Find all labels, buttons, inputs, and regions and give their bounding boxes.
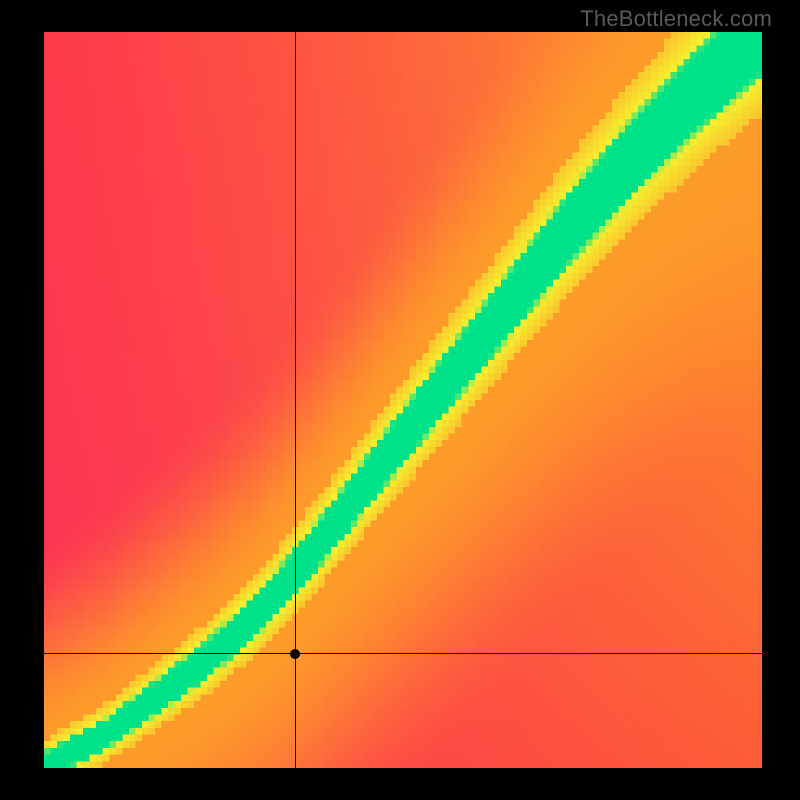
heatmap-plot [44, 32, 762, 768]
data-point-marker [290, 649, 300, 659]
watermark-text: TheBottleneck.com [580, 6, 772, 32]
heatmap-canvas [44, 32, 762, 768]
crosshair-horizontal [44, 653, 762, 654]
